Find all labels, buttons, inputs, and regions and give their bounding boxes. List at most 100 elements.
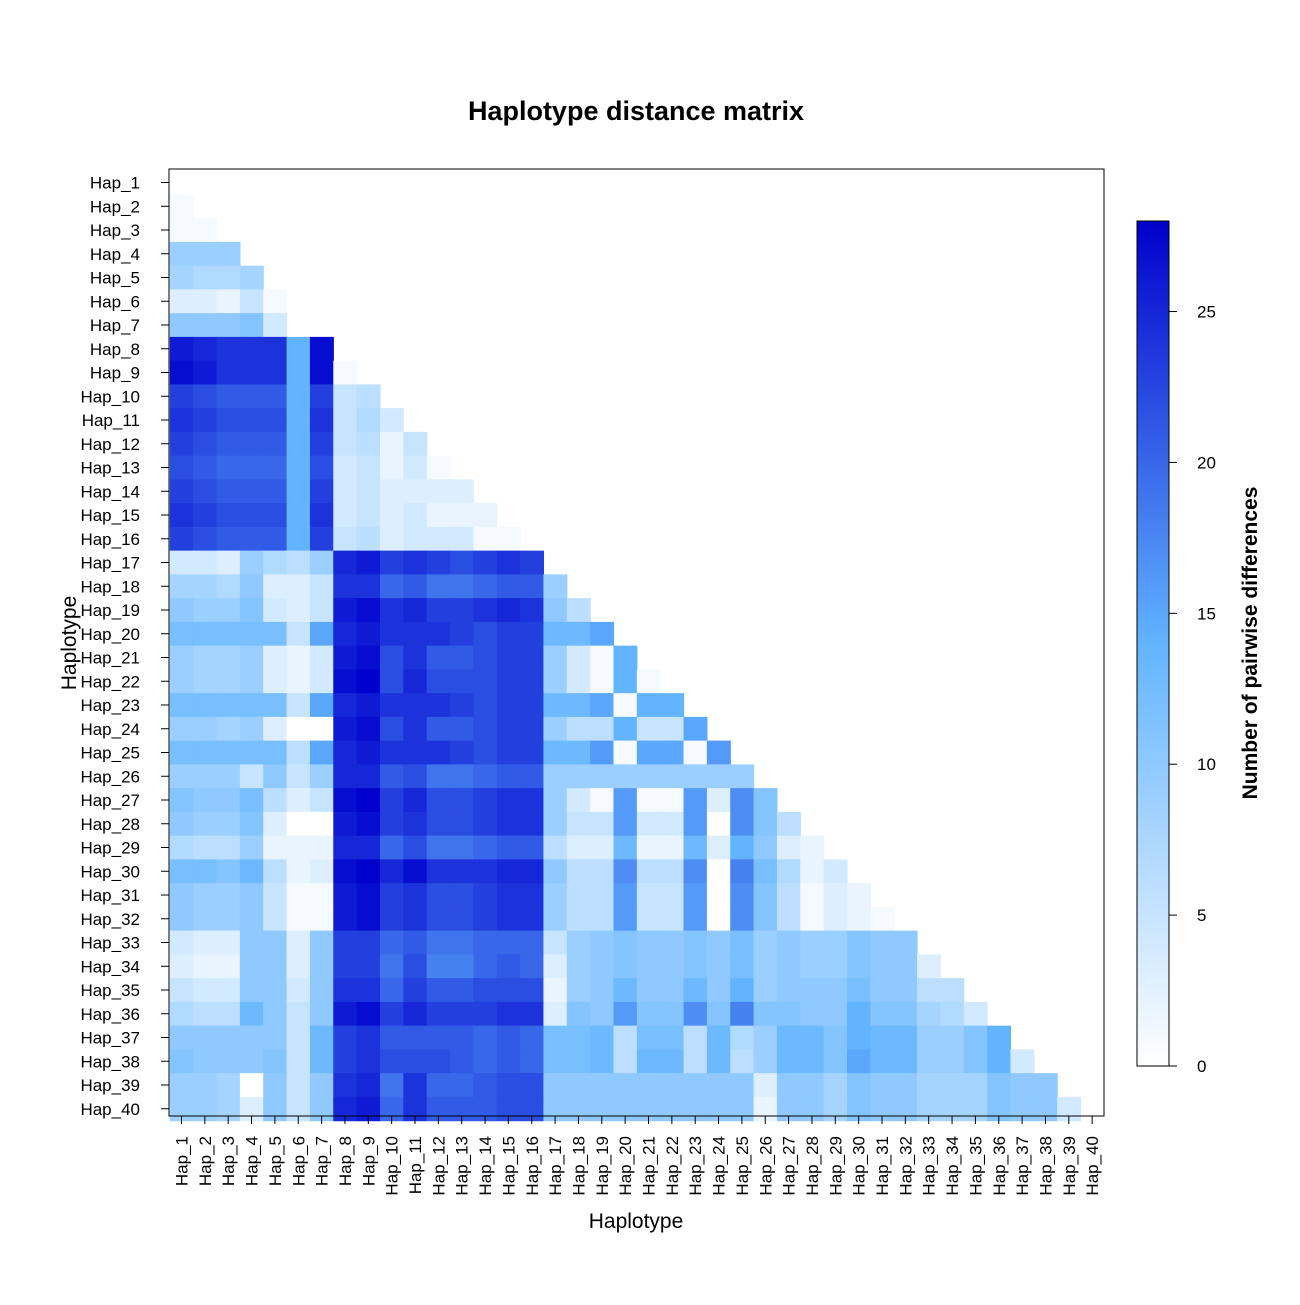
heatmap-cell <box>963 1001 988 1027</box>
heatmap-cell <box>613 1001 638 1027</box>
heatmap-cell <box>613 978 638 1003</box>
y-tick-label: Hap_20 <box>80 625 140 644</box>
y-tick-label: Hap_15 <box>80 506 140 525</box>
heatmap-cell <box>846 978 871 1003</box>
heatmap-cell <box>379 408 404 433</box>
heatmap-cell <box>660 716 685 742</box>
heatmap-cell <box>309 645 334 670</box>
heatmap-cell <box>473 598 498 623</box>
heatmap-cell <box>543 883 568 908</box>
heatmap-cell <box>450 859 474 884</box>
heatmap-cell <box>613 716 638 742</box>
heatmap-cell <box>893 1001 918 1027</box>
heatmap-cell <box>169 716 194 742</box>
heatmap-cell <box>776 835 801 860</box>
heatmap-cell <box>333 954 358 979</box>
heatmap-cell <box>263 716 288 742</box>
heatmap-cell <box>193 883 218 908</box>
heatmap-cell <box>379 1001 404 1027</box>
heatmap-cell <box>660 1025 685 1050</box>
heatmap-cell <box>496 740 521 765</box>
heatmap-cell <box>193 313 218 338</box>
heatmap-cell <box>823 954 848 979</box>
heatmap-cell <box>706 764 731 789</box>
heatmap-cell <box>496 930 521 955</box>
heatmap-cell <box>473 954 498 979</box>
heatmap-cell <box>169 336 194 362</box>
heatmap-cell <box>379 669 404 694</box>
heatmap-cell <box>193 835 218 860</box>
heatmap-cell <box>613 693 638 718</box>
heatmap-cell <box>379 883 404 908</box>
heatmap-cell <box>636 835 661 860</box>
heatmap-cell <box>823 1001 848 1027</box>
x-tick-label: Hap_8 <box>336 1136 355 1186</box>
y-tick-label: Hap_14 <box>80 482 140 501</box>
heatmap-cell <box>800 1049 825 1074</box>
heatmap-cell <box>730 859 755 884</box>
heatmap-cell <box>403 906 428 932</box>
heatmap-cell <box>426 764 451 789</box>
heatmap-cell <box>426 859 451 884</box>
heatmap-cell <box>216 384 241 409</box>
heatmap-cell <box>520 954 545 979</box>
heatmap-cell <box>286 954 311 979</box>
heatmap-cell <box>496 550 521 575</box>
heatmap-cell <box>683 740 708 765</box>
heatmap-cell <box>356 1073 381 1098</box>
heatmap-cell <box>776 906 801 932</box>
heatmap-cell <box>520 930 545 955</box>
heatmap-cell <box>239 811 264 837</box>
heatmap-cell <box>309 669 334 694</box>
heatmap-cell <box>660 764 685 789</box>
heatmap-cell <box>403 479 428 504</box>
heatmap-cell <box>473 978 498 1003</box>
heatmap-cell <box>800 1073 825 1098</box>
heatmap-cell <box>496 859 521 884</box>
heatmap-cell <box>473 716 498 742</box>
heatmap-cell <box>216 336 241 362</box>
heatmap-cell <box>286 598 311 623</box>
heatmap-cell <box>263 811 288 837</box>
heatmap-cell <box>333 1001 358 1027</box>
heatmap-cell <box>846 954 871 979</box>
y-tick-label: Hap_18 <box>80 577 140 596</box>
heatmap-cell <box>706 1049 731 1074</box>
heatmap-cell <box>216 978 241 1003</box>
heatmap-cell <box>356 431 381 457</box>
heatmap-cell <box>473 811 498 837</box>
heatmap-cell <box>263 693 288 718</box>
heatmap-cell <box>333 859 358 884</box>
heatmap-cell <box>636 669 661 694</box>
heatmap-cell <box>1033 1096 1058 1122</box>
heatmap-cell <box>356 740 381 765</box>
heatmap-cell <box>893 954 918 979</box>
heatmap-cell <box>520 1096 545 1122</box>
heatmap-cell <box>356 455 381 480</box>
heatmap-cell <box>566 954 591 979</box>
heatmap-cell <box>333 693 358 718</box>
heatmap-cell <box>1033 1073 1058 1098</box>
heatmap-cell <box>893 978 918 1003</box>
heatmap-cell <box>636 859 661 884</box>
heatmap-cell <box>333 621 358 647</box>
heatmap-cell <box>520 1025 545 1050</box>
heatmap-cell <box>566 1025 591 1050</box>
heatmap-cell <box>216 669 241 694</box>
heatmap-cell <box>263 978 288 1003</box>
heatmap-cell <box>333 550 358 575</box>
heatmap-cell <box>520 598 545 623</box>
heatmap-cell <box>543 788 568 813</box>
heatmap-cell <box>870 954 895 979</box>
heatmap-cell <box>753 1025 778 1050</box>
heatmap-cell <box>169 835 194 860</box>
y-tick-label: Hap_39 <box>80 1076 140 1095</box>
heatmap-cell <box>660 693 685 718</box>
heatmap-cell <box>473 621 498 647</box>
heatmap-cell <box>263 1073 288 1098</box>
heatmap-cell <box>216 479 241 504</box>
heatmap-cell <box>216 621 241 647</box>
heatmap-cell <box>823 883 848 908</box>
heatmap-cell <box>590 811 615 837</box>
heatmap-cell <box>846 1001 871 1027</box>
